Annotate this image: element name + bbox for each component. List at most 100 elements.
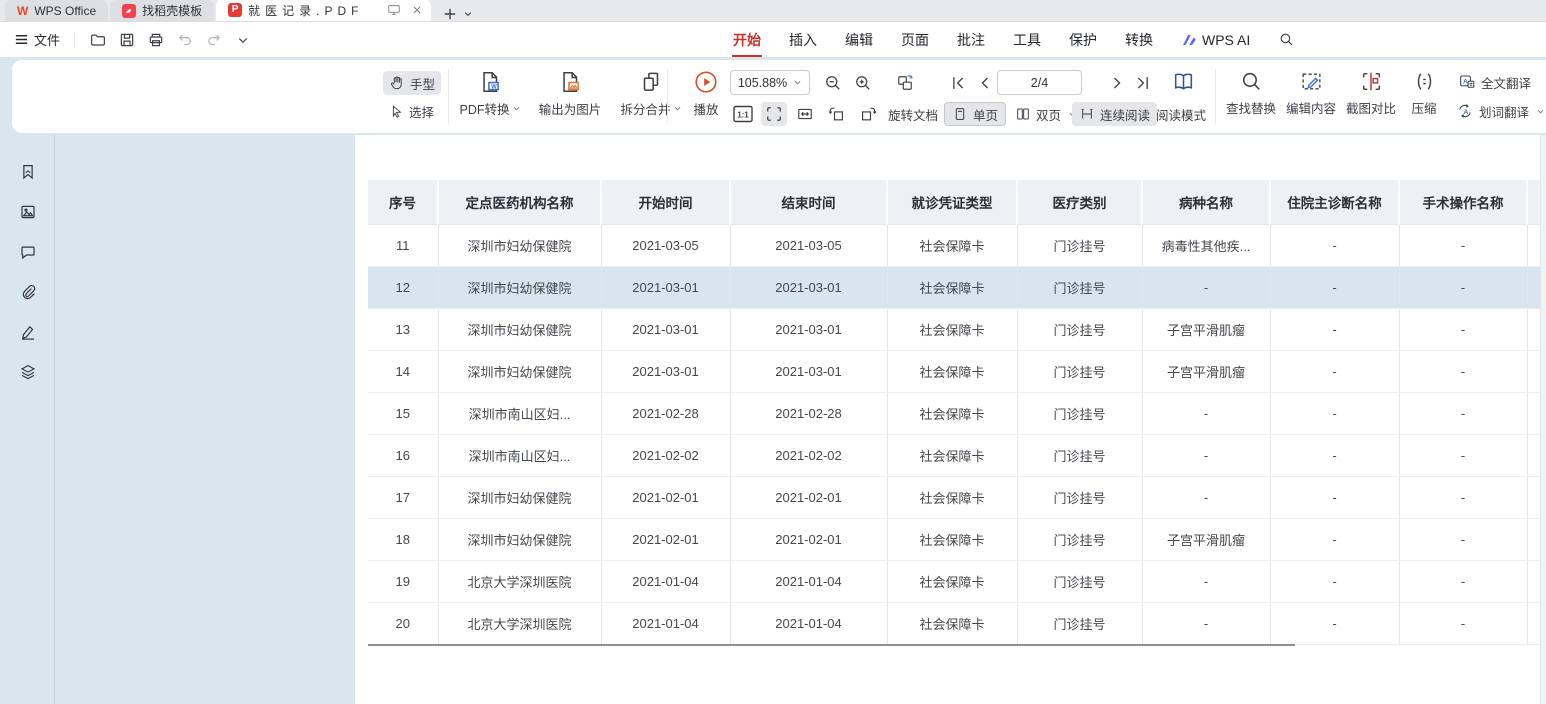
table-cell: 18 (368, 518, 439, 561)
first-page-icon[interactable] (948, 73, 968, 93)
fit-width-icon[interactable] (792, 102, 818, 126)
tab-docer-templates[interactable]: 找稻壳模板 (110, 0, 215, 21)
table-cell: - (1399, 602, 1528, 645)
open-file-icon[interactable] (89, 31, 107, 49)
new-tab-icon[interactable] (443, 7, 457, 21)
chevron-down-icon (513, 106, 519, 111)
signature-icon[interactable] (19, 323, 37, 341)
save-icon[interactable] (118, 31, 136, 49)
table-cell: 17 (368, 476, 439, 519)
find-replace-button[interactable]: 查找替换 (1222, 69, 1280, 117)
table-cell: 2021-01-04 (601, 560, 731, 603)
table-row: 11 深圳市妇幼保健院 2021-03-05 2021-03-05 社会保障卡 门诊挂号病… (368, 224, 1540, 267)
attachment-icon[interactable] (19, 283, 37, 301)
vertical-scrollbar[interactable] (1540, 135, 1546, 704)
table-cell: 2021-02-01 (601, 476, 731, 519)
continuous-reading-button[interactable]: 连续阅读 (1072, 102, 1158, 126)
hand-tool-button[interactable]: 手型 (383, 71, 442, 95)
zoom-out-icon[interactable] (823, 73, 843, 93)
next-page-icon[interactable] (1107, 73, 1127, 93)
tab-list-chevron-icon[interactable] (463, 9, 473, 19)
pdf-file-icon: P (228, 3, 243, 17)
comment-icon[interactable] (19, 243, 37, 261)
full-text-translate-button[interactable]: A 全文翻译 (1452, 70, 1537, 94)
column-header: 病种名称 (1142, 180, 1271, 225)
last-page-icon[interactable] (1133, 73, 1153, 93)
word-translate-button[interactable]: A 划词翻译 (1450, 99, 1546, 123)
ribbon-tab-comment[interactable]: 批注 (957, 31, 985, 48)
rotate-document-button[interactable]: 旋转文档 (888, 108, 939, 123)
read-mode-button[interactable]: 阅读模式 (1156, 108, 1207, 123)
zoom-in-icon[interactable] (853, 73, 873, 93)
layers-icon[interactable] (19, 363, 37, 381)
ribbon-tabs: 开始 插入 编辑 页面 批注 工具 保护 转换 WPS AI (733, 22, 1295, 57)
pdf-page[interactable]: 序号 定点医药机构名称 开始时间 结束时间 就诊凭证类型 医疗类别 病种名称 住院主诊断名称手… (355, 135, 1540, 704)
wps-logo-icon: W (17, 3, 29, 18)
close-tab-icon[interactable] (411, 4, 423, 16)
more-actions-chevron-icon[interactable] (234, 31, 252, 49)
fit-page-icon[interactable] (761, 102, 787, 126)
table-cell (1527, 518, 1540, 561)
table-cell: 2021-02-28 (730, 392, 888, 435)
thumbnail-icon[interactable] (19, 203, 37, 221)
rotate-pages-icon[interactable] (895, 73, 915, 93)
compress-button[interactable]: 压缩 (1404, 69, 1444, 117)
table-cell: - (1399, 350, 1528, 393)
split-merge-icon (638, 69, 664, 95)
pdf-convert-button[interactable]: W PDF转换 (450, 69, 530, 118)
divider (1215, 69, 1216, 124)
ribbon-tab-insert[interactable]: 插入 (789, 31, 817, 48)
table-cell: 2021-02-01 (730, 476, 888, 519)
table-cell: 2021-03-01 (601, 266, 731, 309)
cursor-icon (392, 104, 402, 118)
present-to-screen-icon[interactable] (387, 3, 401, 17)
screenshot-compare-button[interactable]: 截图对比 (1342, 69, 1400, 117)
previous-page-icon[interactable] (975, 73, 995, 93)
export-as-image-button[interactable]: 输出为图片 (528, 69, 612, 118)
select-tool-button[interactable]: 选择 (383, 99, 440, 123)
ribbon-search-icon[interactable] (1278, 31, 1295, 48)
actual-size-icon[interactable]: 1:1 (730, 102, 756, 126)
print-icon[interactable] (147, 31, 165, 49)
table-row: 20 北京大学深圳医院 2021-01-04 2021-01-04 社会保障卡 门诊挂号 -… (368, 602, 1540, 645)
bookmark-icon[interactable] (19, 163, 37, 181)
split-merge-button[interactable]: 拆分合并 (612, 69, 690, 118)
table-cell: 子宫平滑肌瘤 (1142, 350, 1271, 393)
file-menu-button[interactable]: 文件 (14, 30, 60, 49)
rotate-left-icon[interactable] (824, 102, 850, 126)
ribbon-tab-edit[interactable]: 编辑 (845, 31, 873, 48)
ribbon-tab-convert[interactable]: 转换 (1125, 31, 1153, 48)
table-cell: - (1270, 266, 1400, 309)
ribbon-tab-wps-ai[interactable]: WPS AI (1181, 32, 1250, 48)
table-cell: 门诊挂号 (1017, 350, 1143, 393)
table-cell: 深圳市妇幼保健院 (438, 308, 602, 351)
play-slideshow-button[interactable]: 播放 (678, 69, 734, 118)
tab-document-pdf[interactable]: P 就医记录.PDF (216, 0, 432, 21)
table-cell: 2021-03-01 (601, 350, 731, 393)
single-page-view-button[interactable]: 单页 (944, 102, 1007, 126)
table-cell: 11 (368, 224, 439, 267)
table-cell: 深圳市妇幼保健院 (438, 224, 602, 267)
rotate-right-icon[interactable] (855, 102, 881, 126)
table-cell: 门诊挂号 (1017, 434, 1143, 477)
column-header: 住院主诊断名称 (1270, 180, 1400, 225)
undo-icon[interactable] (176, 31, 194, 49)
column-header: 序号 (368, 180, 439, 225)
read-mode-book-icon[interactable] (1171, 69, 1196, 94)
ribbon-tab-page[interactable]: 页面 (901, 31, 929, 48)
hamburger-icon (15, 35, 28, 44)
ribbon-tab-protect[interactable]: 保护 (1069, 31, 1097, 48)
table-cell: 13 (368, 308, 439, 351)
table-cell: - (1142, 392, 1271, 435)
tab-wps-office[interactable]: W WPS Office (5, 0, 109, 21)
pdf-convert-icon: W (477, 69, 503, 95)
page-number-input[interactable]: 2/4 (997, 70, 1082, 95)
table-cell: 2021-03-05 (601, 224, 731, 267)
edit-content-button[interactable]: 编辑内容 (1282, 69, 1340, 117)
redo-icon[interactable] (205, 31, 223, 49)
ribbon-tab-tools[interactable]: 工具 (1013, 31, 1041, 48)
zoom-level-combobox[interactable]: 105.88% (730, 70, 810, 95)
table-cell: 社会保障卡 (887, 434, 1018, 477)
ribbon-tab-home[interactable]: 开始 (733, 31, 761, 48)
